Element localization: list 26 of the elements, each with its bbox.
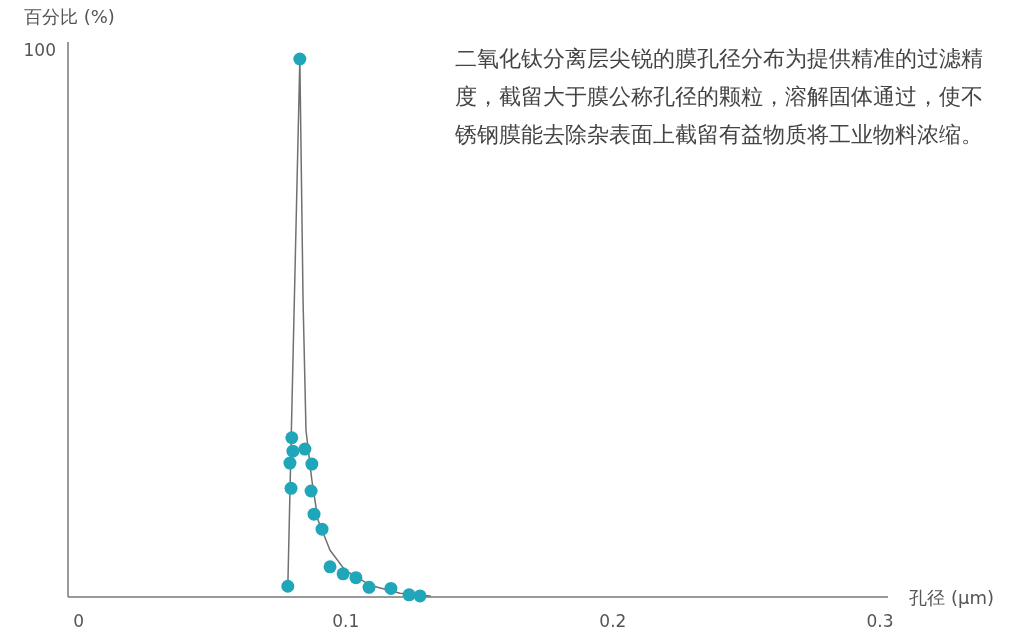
point [384, 581, 398, 595]
point [307, 507, 321, 521]
point [286, 444, 300, 458]
point [349, 571, 363, 585]
point [293, 52, 307, 66]
x-tick-label: 0.3 [866, 611, 894, 631]
point [413, 589, 427, 603]
y-axis-title: 百分比 (%) [24, 6, 115, 27]
x-tick-label: 0.2 [599, 611, 627, 631]
point [402, 588, 416, 602]
x-tick-label: 0.1 [332, 611, 360, 631]
annotation: 二氧化钛分离层尖锐的膜孔径分布为提供精准的过滤精度，截留大于膜公称孔径的颗粒，溶解固体通过，使不锈钢膜能去除杂表面上截留有益物质将工业物料浓缩。 [455, 45, 984, 149]
point [315, 522, 329, 536]
point [305, 457, 319, 471]
point [283, 456, 297, 470]
point [304, 484, 318, 498]
point [281, 579, 295, 593]
point [323, 560, 337, 574]
x-tick-label: 0 [73, 611, 85, 631]
text: 100 [23, 40, 56, 60]
point [362, 580, 376, 594]
point [284, 481, 298, 495]
point [285, 431, 299, 445]
point [336, 567, 350, 581]
x-axis-title: 孔径 (μm) [909, 587, 994, 608]
point [298, 442, 312, 456]
